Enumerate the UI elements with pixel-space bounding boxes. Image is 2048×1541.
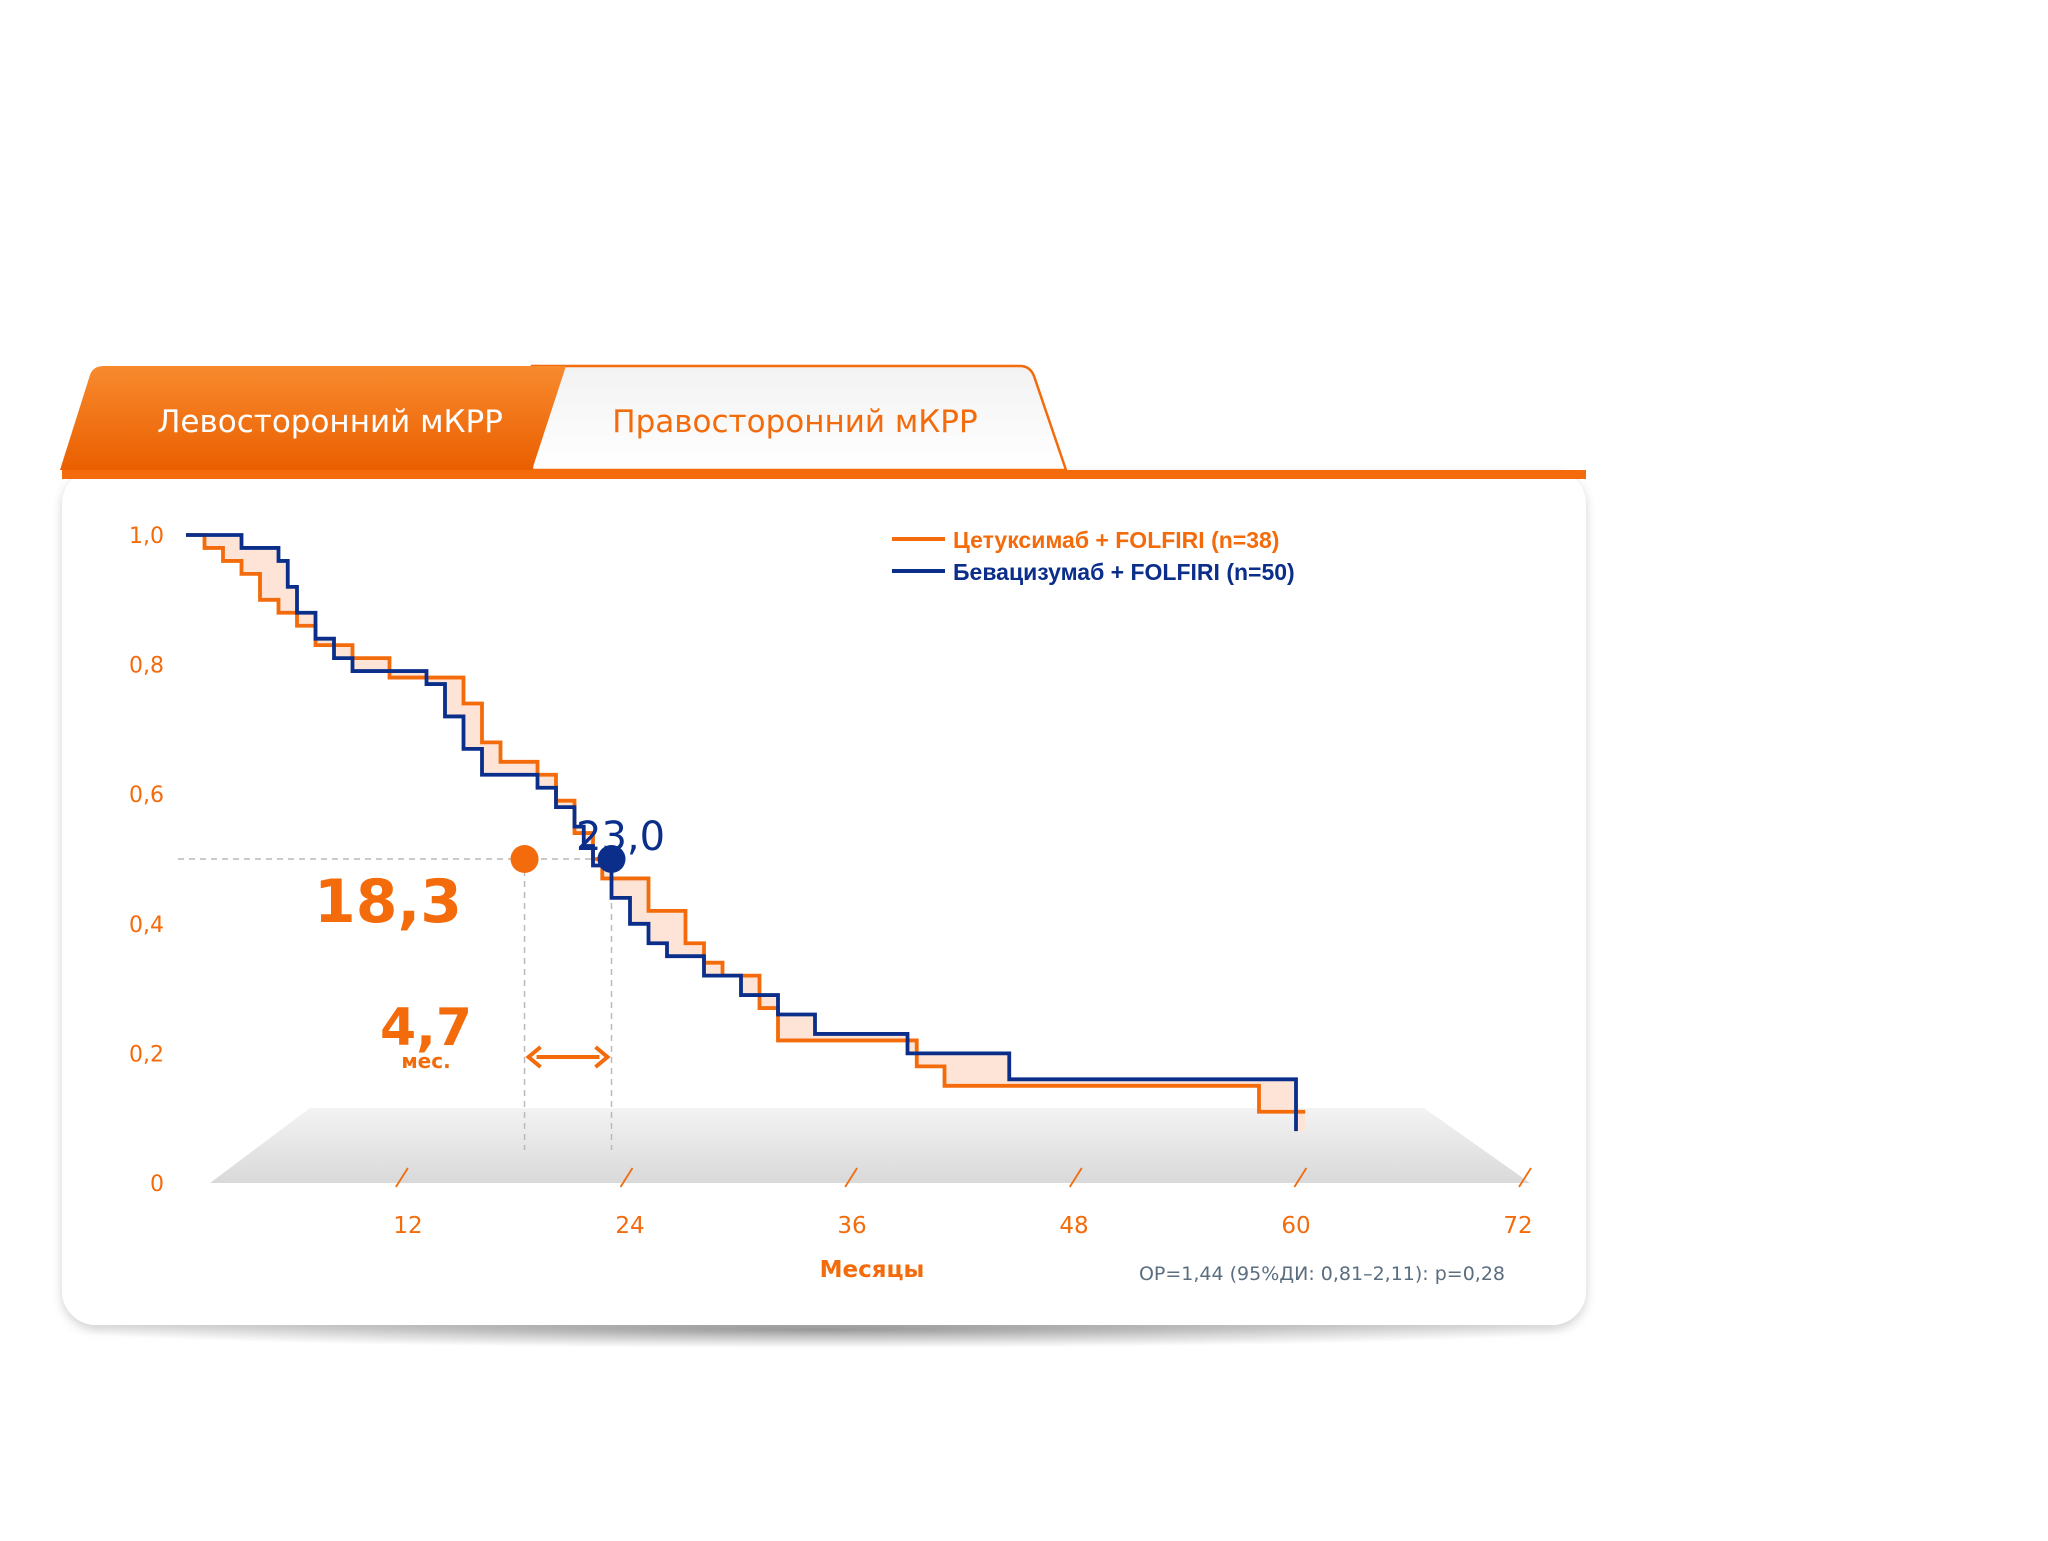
x-tick-label: 24 [615,1213,644,1239]
y-tick-label: 0,2 [129,1042,164,1067]
survival-curves [186,533,1306,1132]
x-tick-mark [619,1167,634,1188]
difference-arrow-head-right [594,1045,611,1069]
curve-cetuximab [186,533,1306,1114]
chart-floor [210,1108,1530,1183]
y-tick-label: 0,6 [129,783,164,808]
legend-label-blue: Бевацизумаб + FOLFIRI (n=50) [953,559,1295,585]
x-tick-mark [844,1167,858,1188]
x-axis-title: Месяцы [820,1257,925,1283]
median-marker-blue [597,845,626,873]
legend: Цетуксимаб + FOLFIRI (n=38) Бевацизумаб … [892,527,1295,585]
tab-right[interactable] [530,364,1068,472]
tab-right-label[interactable]: Правосторонний мКРР [612,404,978,440]
x-tick-label: 60 [1281,1213,1310,1239]
tab-bar-underline [62,470,1586,479]
y-tick-label: 0,8 [129,654,164,679]
legend-label-orange: Цетуксимаб + FOLFIRI (n=38) [953,527,1279,553]
y-tick-label: 0,4 [129,913,164,938]
median-label-orange: 18,3 [314,867,462,937]
median-markers [510,845,626,873]
x-tick-mark [395,1167,409,1188]
curve-bevacizumab [186,533,1298,1132]
x-tick-label: 36 [837,1213,866,1239]
x-tick-mark [1518,1167,1532,1188]
y-axis-labels: 0 0,2 0,4 0,6 0,8 1,0 [129,524,164,1197]
difference-arrow [525,1045,611,1069]
median-label-blue: 23,0 [576,814,665,860]
tab-left-label[interactable]: Левосторонний мКРР [157,404,503,440]
x-tick-marks [395,1167,1532,1188]
x-axis-labels: 12 24 36 48 60 72 [393,1213,1532,1239]
median-marker-orange [510,845,539,873]
stats-note: ОР=1,44 (95%ДИ: 0,81–2,11): p=0,28 [1139,1263,1505,1285]
x-tick-mark [1068,1167,1083,1188]
y-tick-label: 0 [150,1172,164,1197]
x-tick-mark [1293,1167,1308,1188]
difference-arrow-head-left [525,1045,542,1069]
x-tick-label: 72 [1503,1213,1532,1239]
y-tick-label: 1,0 [129,524,164,549]
median-guide-lines [178,858,613,1150]
tab-left[interactable] [60,366,566,470]
difference-unit: мес. [401,1049,450,1073]
x-tick-label: 12 [393,1213,422,1239]
x-tick-label: 48 [1059,1213,1088,1239]
difference-value: 4,7 [380,998,472,1058]
